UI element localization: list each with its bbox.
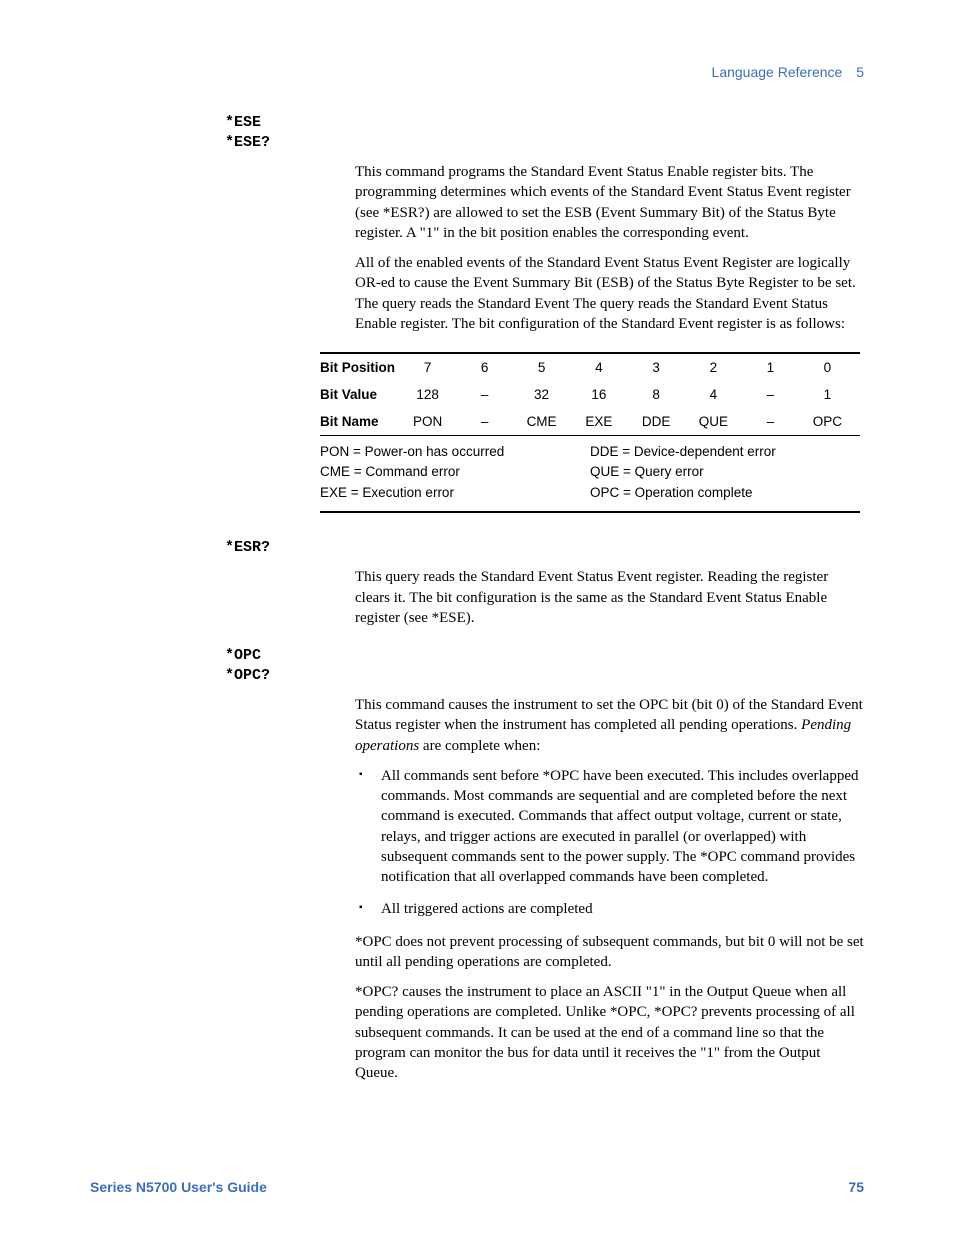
bit-pos-7: 7 [403,353,460,381]
bit-name-7: PON [403,408,460,435]
bit-pos-1: 1 [746,353,803,381]
bit-pos-3: 3 [631,353,688,381]
page-footer: Series N5700 User's Guide 75 [90,1179,864,1195]
legend-cme: CME = Command error [320,462,590,482]
legend-que: QUE = Query error [590,462,860,482]
opc-para-1: This command causes the instrument to se… [355,695,864,756]
bit-name-1: – [746,408,803,435]
bit-name-6: – [460,408,517,435]
bit-name-3: DDE [631,408,688,435]
bit-val-0: 1 [803,381,860,408]
ese-para-1: This command programs the Standard Event… [355,162,864,243]
opc-bullet-1: All commands sent before *OPC have been … [381,766,864,888]
footer-right: 75 [848,1179,864,1195]
bit-table: Bit Position 7 6 5 4 3 2 1 0 Bit Value 1… [320,352,860,435]
bit-pos-4: 4 [574,353,631,381]
row-label-bit-value: Bit Value [320,381,403,408]
opc-query-command: *OPC? [225,666,864,686]
legend-right-col: DDE = Device-dependent error QUE = Query… [590,442,860,503]
bit-name-2: QUE [689,408,746,435]
opc-command: *OPC [225,646,864,666]
bit-val-6: – [460,381,517,408]
bit-pos-6: 6 [460,353,517,381]
esr-para: This query reads the Standard Event Stat… [355,567,864,628]
row-label-bit-position: Bit Position [320,353,403,381]
bit-pos-2: 2 [689,353,746,381]
legend-dde: DDE = Device-dependent error [590,442,860,462]
footer-left: Series N5700 User's Guide [90,1179,267,1195]
esr-command: *ESR? [225,538,864,558]
opc-para-1-pre: This command causes the instrument to se… [355,697,863,733]
header-title: Language Reference [712,64,843,80]
legend-opc: OPC = Operation complete [590,483,860,503]
legend-exe: EXE = Execution error [320,483,590,503]
bit-name-5: CME [517,408,574,435]
header-chapter: 5 [856,64,864,80]
bit-pos-5: 5 [517,353,574,381]
opc-para-1-post: are complete when: [419,738,540,754]
row-label-bit-name: Bit Name [320,408,403,435]
bit-legend: PON = Power-on has occurred CME = Comman… [320,435,860,513]
bit-pos-0: 0 [803,353,860,381]
ese-para-2: All of the enabled events of the Standar… [355,253,864,334]
bit-val-5: 32 [517,381,574,408]
bit-val-3: 8 [631,381,688,408]
opc-bullet-2: All triggered actions are completed [381,899,864,919]
opc-para-3: *OPC? causes the instrument to place an … [355,982,864,1083]
opc-para-2: *OPC does not prevent processing of subs… [355,932,864,973]
opc-bullet-list: All commands sent before *OPC have been … [355,766,864,920]
bit-val-4: 16 [574,381,631,408]
ese-command: *ESE [225,113,864,133]
bit-val-2: 4 [689,381,746,408]
bit-name-4: EXE [574,408,631,435]
page-header: Language Reference 5 [712,64,864,80]
bit-name-0: OPC [803,408,860,435]
bit-table-container: Bit Position 7 6 5 4 3 2 1 0 Bit Value 1… [320,352,864,513]
bit-val-1: – [746,381,803,408]
legend-pon: PON = Power-on has occurred [320,442,590,462]
ese-query-command: *ESE? [225,133,864,153]
bit-val-7: 128 [403,381,460,408]
legend-left-col: PON = Power-on has occurred CME = Comman… [320,442,590,503]
